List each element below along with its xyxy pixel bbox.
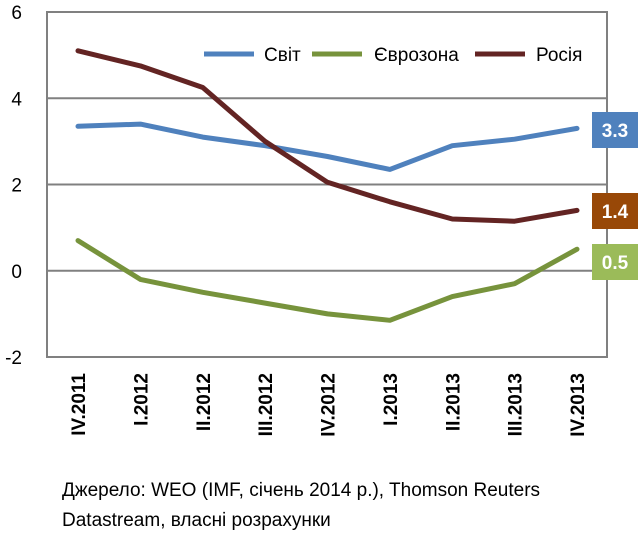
y-tick-label: -2 [5,348,22,369]
legend-label: Росія [536,45,582,66]
end-label: 0.5 [602,253,629,274]
x-tick-label: IV.2011 [69,373,90,436]
end-labels: 3.3 0.5 1.4 [592,112,638,280]
y-tick-label: 4 [11,89,22,110]
x-tick-label: II.2012 [194,373,215,431]
legend-label: Світ [264,45,301,66]
x-tick-label: III.2012 [256,373,277,436]
series-lines [75,48,580,323]
end-label: 1.4 [602,202,629,223]
x-axis-ticks: IV.2011 I.2012 II.2012 III.2012 IV.2012 I.201… [69,373,589,437]
source-line-1: Джерело: WEO (IMF, січень 2014 р.), Thom… [62,480,541,501]
y-tick-label: 0 [11,262,22,283]
series-line [75,238,580,323]
x-tick-label: I.2012 [131,373,152,426]
end-label-box [592,244,638,280]
source-note: Джерело: WEO (IMF, січень 2014 р.), Thom… [62,476,622,536]
y-axis-ticks: -2 0 2 4 6 [5,3,22,369]
x-tick-label: I.2013 [381,373,402,426]
end-label: 3.3 [602,121,628,142]
series-line [75,48,580,224]
x-tick-label: IV.2012 [319,373,340,437]
x-tick-label: II.2013 [443,373,464,431]
series-line [75,121,580,172]
legend-label: Єврозона [374,45,459,66]
end-label-box [592,193,638,229]
x-tick-label: IV.2013 [568,373,589,437]
legend: Світ Єврозона Росія [204,45,582,66]
source-line-2: Datastream, власні розрахунки [62,510,331,531]
end-label-box [592,112,638,148]
y-tick-label: 6 [11,3,22,24]
y-tick-label: 2 [11,176,22,197]
x-tick-label: III.2013 [506,373,527,436]
